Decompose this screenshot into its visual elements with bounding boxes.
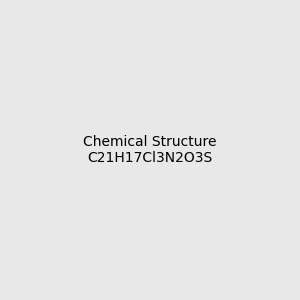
Text: Chemical Structure
C21H17Cl3N2O3S: Chemical Structure C21H17Cl3N2O3S	[83, 135, 217, 165]
